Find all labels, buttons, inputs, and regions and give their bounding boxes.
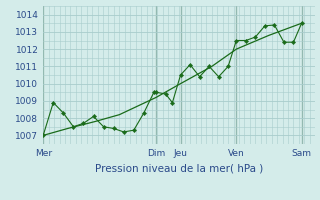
X-axis label: Pression niveau de la mer( hPa ): Pression niveau de la mer( hPa ) <box>95 163 263 173</box>
